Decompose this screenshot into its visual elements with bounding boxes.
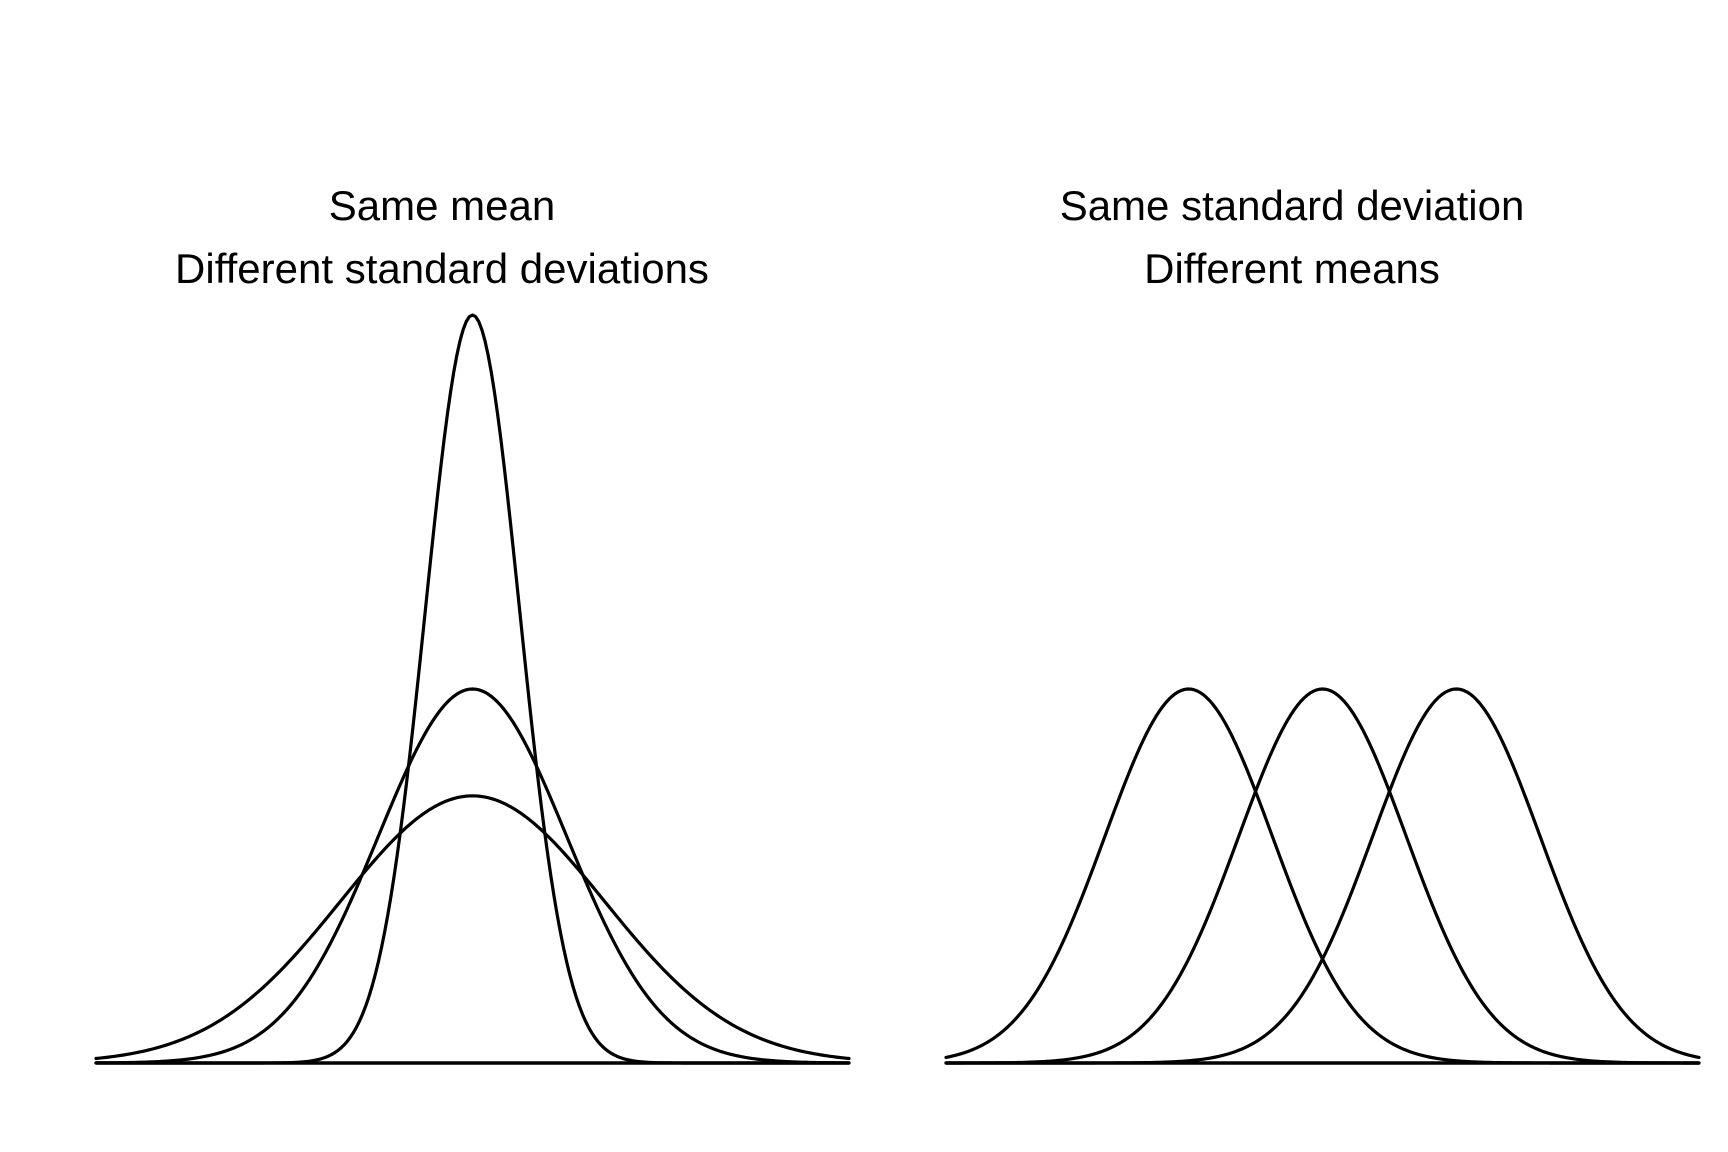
right-panel-density-curve-2 bbox=[944, 687, 1701, 1065]
left-panel-density-curve-3 bbox=[94, 794, 851, 1061]
left-panel-curves bbox=[94, 313, 851, 1065]
right-panel-curves bbox=[944, 687, 1701, 1065]
right-panel-density-curve-3 bbox=[944, 687, 1701, 1065]
right-panel-title-line-2: Different means bbox=[1144, 245, 1440, 292]
right-panel-title-line-1: Same standard deviation bbox=[1060, 182, 1525, 229]
right-panel: Same standard deviation Different means bbox=[944, 182, 1701, 1065]
left-panel-density-curve-2 bbox=[94, 687, 851, 1065]
left-panel: Same mean Different standard deviations bbox=[94, 182, 851, 1065]
left-panel-title-line-1: Same mean bbox=[329, 182, 555, 229]
right-panel-density-curve-1 bbox=[944, 687, 1701, 1065]
left-panel-title-line-2: Different standard deviations bbox=[175, 245, 709, 292]
